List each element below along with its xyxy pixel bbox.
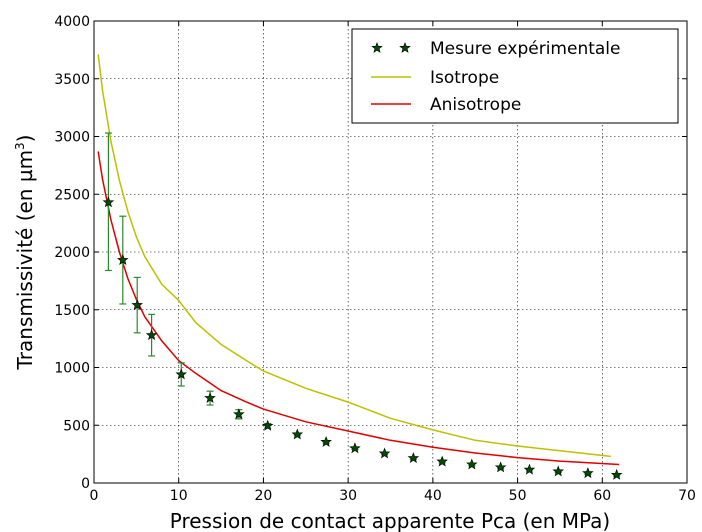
y-tick-label: 500 <box>63 418 90 434</box>
y-tick-label: 0 <box>81 476 90 492</box>
x-tick-label: 50 <box>509 488 527 504</box>
y-axis-title-sup: 3 <box>13 142 27 150</box>
y-tick-label: 4000 <box>54 14 90 30</box>
x-tick-label: 40 <box>424 488 442 504</box>
y-axis-title-end: ) <box>13 135 37 143</box>
y-tick-label: 2000 <box>54 245 90 261</box>
x-tick-label: 70 <box>678 488 696 504</box>
y-tick-label: 1500 <box>54 303 90 319</box>
x-tick-label: 20 <box>255 488 273 504</box>
y-axis-title: Transmissivité (en µm3) <box>13 135 37 371</box>
legend-label-anisotrope: Anisotrope <box>430 95 521 115</box>
y-axis-title-main: Transmissivité (en µm <box>13 150 37 371</box>
x-axis-title: Pression de contact apparente Pca (en MP… <box>170 509 610 532</box>
x-tick-label: 60 <box>593 488 611 504</box>
legend-label-mesure: Mesure expérimentale <box>430 39 620 59</box>
y-tick-label: 2500 <box>54 187 90 203</box>
legend: Mesure expérimentale Isotrope Anisotrope <box>352 29 678 123</box>
x-tick-label: 10 <box>170 488 188 504</box>
y-tick-label: 1000 <box>54 361 90 377</box>
y-tick-label: 3000 <box>54 130 90 146</box>
y-tick-label: 3500 <box>54 72 90 88</box>
x-tick-label: 30 <box>339 488 357 504</box>
x-tick-label: 0 <box>90 488 99 504</box>
legend-label-isotrope: Isotrope <box>430 68 499 88</box>
